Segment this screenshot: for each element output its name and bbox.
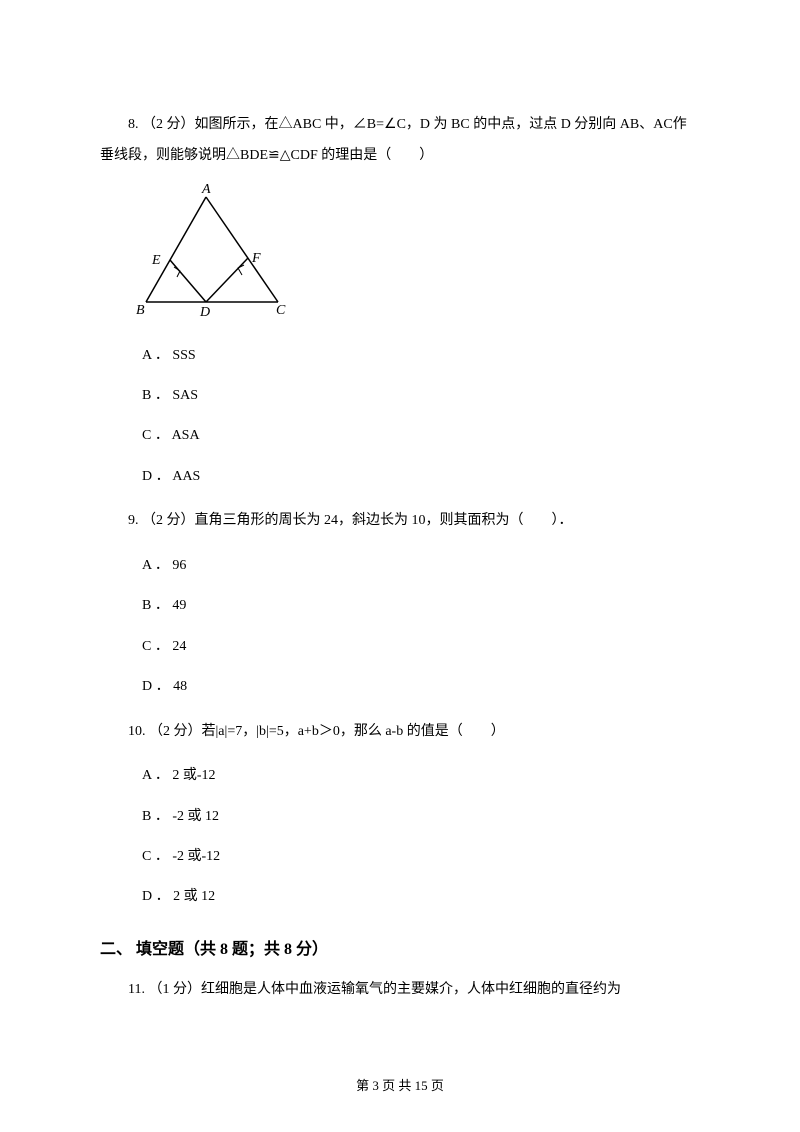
q9-option-B: B ． 49 xyxy=(142,595,700,617)
label-E: E xyxy=(151,253,161,268)
q10-option-A: A ． 2 或‐12 xyxy=(142,765,700,787)
q10-option-B: B ． -2 或 12 xyxy=(142,806,700,828)
line-DE xyxy=(170,260,206,302)
q9-option-A: A ． 96 xyxy=(142,555,700,577)
q10-option-C: C ． ‐2 或‐12 xyxy=(142,846,700,868)
label-B: B xyxy=(136,303,145,318)
line-AB xyxy=(146,197,206,302)
page-footer: 第 3 页 共 15 页 xyxy=(0,1075,800,1094)
q8-option-A: A ． SSS xyxy=(142,345,700,367)
q8-figure: A B C D E F xyxy=(128,182,700,327)
q11-stem: 11. （1 分）红细胞是人体中血液运输氧气的主要媒介，人体中红细胞的直径约为 xyxy=(100,975,700,1006)
q9-option-D: D ． 48 xyxy=(142,676,700,698)
q8-option-B: B ． SAS xyxy=(142,385,700,407)
line-AC xyxy=(206,197,278,302)
label-D: D xyxy=(199,305,210,320)
q9-stem: 9. （2 分）直角三角形的周长为 24，斜边长为 10，则其面积为（ ）． xyxy=(100,506,700,537)
label-C: C xyxy=(276,303,286,318)
right-angle-E xyxy=(174,267,180,277)
q10-option-D: D ． 2 或 12 xyxy=(142,886,700,908)
q10-stem: 10. （2 分）若|a|=7，|b|=5，a+b＞0，那么 a‐b 的值是（ … xyxy=(100,717,700,748)
q9-option-C: C ． 24 xyxy=(142,636,700,658)
line-DF xyxy=(206,258,248,302)
q8-stem: 8. （2 分）如图所示，在△ABC 中，∠B=∠C，D 为 BC 的中点，过点… xyxy=(100,110,700,172)
q8-option-D: D ． AAS xyxy=(142,466,700,488)
section-2-heading: 二、 填空题（共 8 题；共 8 分） xyxy=(100,935,700,959)
q8-option-C: C ． ASA xyxy=(142,425,700,447)
label-A: A xyxy=(201,182,211,197)
label-F: F xyxy=(251,251,261,266)
